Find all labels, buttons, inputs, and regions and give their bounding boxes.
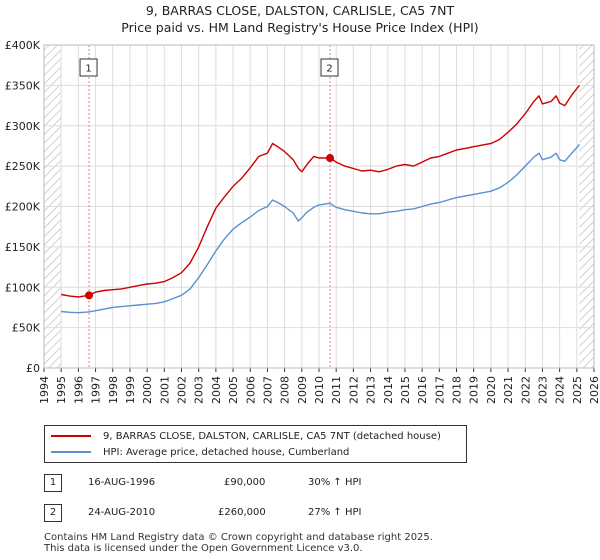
x-tick-label: 2005 — [227, 376, 240, 404]
chart-title: 9, BARRAS CLOSE, DALSTON, CARLISLE, CA5 … — [145, 3, 455, 18]
price-chart: 1 2 £0 £50K £100K £150K £200K £250K £300K £350K £… — [5, 39, 600, 404]
sale-badge-box — [320, 58, 339, 77]
legend-item-property: 9, BARRAS CLOSE, DALSTON, CARLISLE, CA5 … — [51, 429, 441, 443]
legend-label-hpi: HPI: Average price, detached house, Cumb… — [103, 446, 350, 458]
y-tick-label: £100K — [5, 281, 41, 294]
x-tick-label: 2000 — [141, 376, 154, 404]
y-tick-label: £0 — [26, 362, 40, 375]
x-tick-label: 2013 — [365, 376, 378, 404]
y-tick-label: £200K — [5, 201, 41, 214]
x-tick-label: 2012 — [347, 376, 360, 404]
sale-badge-2: 2 — [44, 504, 62, 522]
x-tick-label: 2016 — [416, 376, 429, 404]
x-tick-label: 2015 — [399, 376, 412, 404]
sale-date: 16-AUG-1996 — [88, 477, 156, 488]
x-tick-label: 1996 — [72, 376, 85, 404]
x-tick-label: 2007 — [261, 376, 274, 404]
sale-marker — [85, 291, 94, 300]
sale-badge-label: 1 — [85, 64, 91, 75]
x-tick-label: 2011 — [330, 376, 343, 404]
x-tick-label: 2010 — [313, 376, 326, 404]
x-tick-label: 2018 — [451, 376, 464, 404]
legend-item-hpi: HPI: Average price, detached house, Cumb… — [51, 445, 349, 459]
x-tick-label: 2009 — [296, 376, 309, 404]
legend-swatch-blue — [51, 451, 91, 453]
x-tick-label: 1999 — [124, 376, 137, 404]
x-tick-label: 2001 — [158, 376, 171, 404]
y-tick-label: £50K — [12, 322, 41, 335]
y-tick-label: £350K — [5, 79, 41, 92]
x-tick-label: 2006 — [244, 376, 257, 404]
sale-price: £260,000 — [218, 507, 266, 518]
legend-label-property: 9, BARRAS CLOSE, DALSTON, CARLISLE, CA5 … — [103, 430, 441, 442]
footer-licence: This data is licensed under the Open Gov… — [44, 543, 363, 554]
sale-hpi-diff: 30% ↑ HPI — [308, 477, 362, 488]
sale-marker — [326, 154, 334, 163]
x-tick-label: 2025 — [571, 376, 584, 404]
x-tick-label: 1997 — [90, 376, 103, 404]
y-tick-label: £150K — [5, 241, 41, 254]
hpi-line — [61, 143, 580, 314]
x-tick-label: 2023 — [536, 376, 549, 404]
x-tick-label: 1998 — [107, 376, 120, 404]
x-tick-label: 2004 — [210, 376, 223, 404]
x-tick-label: 2002 — [176, 376, 189, 404]
x-tick-label: 2019 — [468, 376, 481, 404]
sale-badge-box — [79, 58, 98, 77]
x-tick-label: 2008 — [279, 376, 292, 404]
x-tick-label: 2020 — [485, 376, 498, 404]
x-tick-label: 2017 — [433, 376, 446, 404]
y-tick-label: £300K — [5, 120, 41, 133]
x-tick-label: 1994 — [38, 376, 51, 404]
x-tick-label: 2003 — [193, 376, 206, 404]
x-tick-label: 1995 — [55, 376, 68, 404]
y-tick-label: £250K — [5, 160, 41, 173]
chart-legend: 9, BARRAS CLOSE, DALSTON, CARLISLE, CA5 … — [44, 425, 467, 463]
table-row: 2 24-AUG-2010 £260,000 27% ↑ HPI — [44, 504, 404, 522]
sale-price: £90,000 — [224, 477, 266, 488]
sale-date: 24-AUG-2010 — [88, 507, 156, 518]
x-tick-label: 2014 — [382, 376, 395, 404]
plot-border — [43, 44, 595, 369]
chart-subtitle: Price paid vs. HM Land Registry's House … — [121, 20, 479, 35]
sale-badge-1: 1 — [44, 474, 62, 492]
table-row: 1 16-AUG-1996 £90,000 30% ↑ HPI — [44, 474, 404, 492]
y-tick-label: £400K — [5, 39, 41, 52]
x-tick-label: 2021 — [502, 376, 515, 404]
sale-hpi-diff: 27% ↑ HPI — [308, 507, 362, 518]
legend-swatch-red — [51, 435, 91, 437]
footer: Contains HM Land Registry data © Crown c… — [44, 532, 433, 554]
footer-copyright: Contains HM Land Registry data © Crown c… — [44, 532, 433, 543]
sale-badge-label: 2 — [326, 64, 332, 75]
x-tick-label: 2022 — [519, 376, 532, 404]
property-price-line — [61, 84, 580, 298]
x-tick-label: 2024 — [554, 376, 567, 404]
x-tick-label: 2026 — [588, 376, 600, 404]
